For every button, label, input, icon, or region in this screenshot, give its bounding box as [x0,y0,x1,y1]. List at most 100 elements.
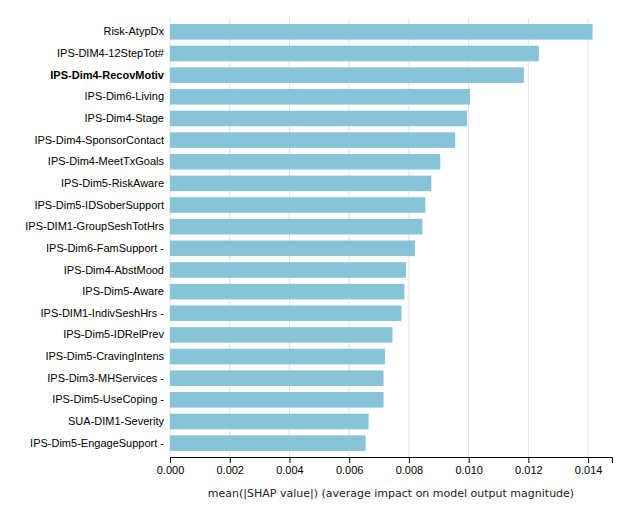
y-tick-label: IPS-Dim5-RiskAware [61,177,164,189]
y-tick: IPS-Dim5-UseCoping - [52,393,170,405]
bar [170,262,406,278]
chart: 0.000 0.002 0.004 0.006 0.008 0.010 0.012 0.014… [0,0,640,509]
y-tick: IPS-Dim6-FamSupport - [46,242,170,254]
bar [170,197,425,213]
grid-line [289,18,290,457]
bar [170,176,431,192]
grid-line [229,18,230,457]
x-tick-label: 0.008 [396,464,424,476]
y-tick: IPS-Dim6-Living [85,90,170,102]
bar [170,305,401,321]
x-axis-line [171,458,613,464]
y-tick-label: IPS-Dim4-MeetTxGoals [48,155,165,167]
y-tick: SUA-DIM1-Severity [68,415,170,427]
y-tick: IPS-DIM4-12StepTot# [57,47,170,59]
y-tick: Risk-AtypDx [103,25,170,37]
y-tick: IPS-Dim5-Aware [82,285,170,297]
x-tick: 0.004 [276,457,304,476]
y-tick-label: Risk-AtypDx [103,25,164,37]
x-tick-mark [289,457,290,463]
bar [170,46,539,62]
x-tick-mark [528,457,529,463]
y-tick-label: IPS-Dim5-CravingIntens [45,350,164,362]
x-axis-title: mean(|SHAP value|) (average impact on mo… [208,487,574,500]
x-tick-mark [170,457,171,463]
grid-line [170,18,171,457]
grid-line [349,18,350,457]
bar [170,241,415,257]
y-tick-label: IPS-DIM4-12StepTot# [57,47,165,59]
y-tick-label: IPS-DIM1-GroupSeshTotHrs [25,220,164,232]
y-tick-label: IPS-Dim5-Aware [82,285,164,297]
y-tick: IPS-Dim5-CravingIntens [45,350,170,362]
y-tick-label: IPS-Dim4-Stage [85,112,164,124]
x-tick: 0.000 [157,457,185,476]
y-tick-label: IPS-Dim3-MHServices - [47,372,164,384]
x-tick-label: 0.000 [157,464,185,476]
y-tick-label: IPS-Dim4-RecovMotiv [50,69,165,81]
bar [170,111,467,127]
grid-line [468,18,469,457]
y-tick-label: IPS-Dim6-FamSupport - [46,242,164,254]
bar [170,219,422,235]
bars [170,24,593,451]
bar [170,132,455,148]
y-tick-label: IPS-DIM1-IndivSeshHrs - [41,307,165,319]
x-tick-label: 0.004 [276,464,304,476]
y-tick: IPS-Dim5-IDRelPrev [63,328,170,340]
bar [170,284,404,300]
x-tick-mark [588,457,589,463]
x-tick-mark [409,457,410,463]
x-tick-label: 0.010 [455,464,483,476]
x-tick-label: 0.002 [216,464,244,476]
y-tick: IPS-Dim5-IDSoberSupport [34,199,170,211]
x-tick: 0.008 [396,457,424,476]
x-tick: 0.012 [515,457,543,476]
y-tick: IPS-Dim3-MHServices - [47,372,170,384]
plot: 0.000 0.002 0.004 0.006 0.008 0.010 0.012 0.014… [25,18,612,476]
bar [170,414,369,430]
y-tick: IPS-Dim4-SponsorContact [34,134,170,146]
y-tick-label: IPS-Dim5-EngageSupport - [30,437,164,449]
x-tick-label: 0.006 [336,464,364,476]
bar [170,392,384,408]
x-tick-label: 0.012 [515,464,543,476]
y-tick-label: IPS-Dim4-SponsorContact [34,134,164,146]
y-tick-label: IPS-Dim4-AbstMood [64,263,164,275]
x-tick: 0.006 [336,457,364,476]
grid-line [528,18,529,457]
grid-line [408,18,409,457]
bar [170,24,593,40]
y-tick: IPS-Dim4-MeetTxGoals [48,155,170,167]
bar [170,89,470,105]
bar [170,327,392,343]
y-tick: IPS-Dim4-RecovMotiv [50,69,170,81]
y-tick: IPS-DIM1-IndivSeshHrs - [41,307,170,319]
y-tick: IPS-Dim4-Stage [85,112,170,124]
bar [170,349,385,365]
y-tick: IPS-DIM1-GroupSeshTotHrs [25,220,170,232]
bar [170,154,440,170]
bar [170,370,384,386]
y-tick-label: IPS-Dim5-IDRelPrev [63,328,164,340]
x-tick-label: 0.014 [575,464,603,476]
grid [170,18,588,457]
y-tick: IPS-Dim4-AbstMood [64,263,170,275]
bar [170,435,366,451]
y-tick: IPS-Dim5-EngageSupport - [30,437,170,449]
x-tick: 0.002 [216,457,244,476]
y-tick-label: IPS-Dim5-UseCoping - [52,393,164,405]
x-tick: 0.010 [455,457,483,476]
grid-line [588,18,589,457]
y-tick-label: IPS-Dim5-IDSoberSupport [34,199,164,211]
x-axis: 0.000 0.002 0.004 0.006 0.008 0.010 0.012 0.014 [157,457,613,476]
bar [170,67,524,83]
y-tick-label: IPS-Dim6-Living [85,90,164,102]
y-axis: Risk-AtypDx IPS-DIM4-12StepTot# IPS-Dim4-R… [25,25,170,448]
x-tick-mark [349,457,350,463]
x-tick-mark [230,457,231,463]
y-tick: IPS-Dim5-RiskAware [61,177,170,189]
y-tick-label: SUA-DIM1-Severity [68,415,164,427]
x-tick-mark [469,457,470,463]
x-tick: 0.014 [575,457,603,476]
